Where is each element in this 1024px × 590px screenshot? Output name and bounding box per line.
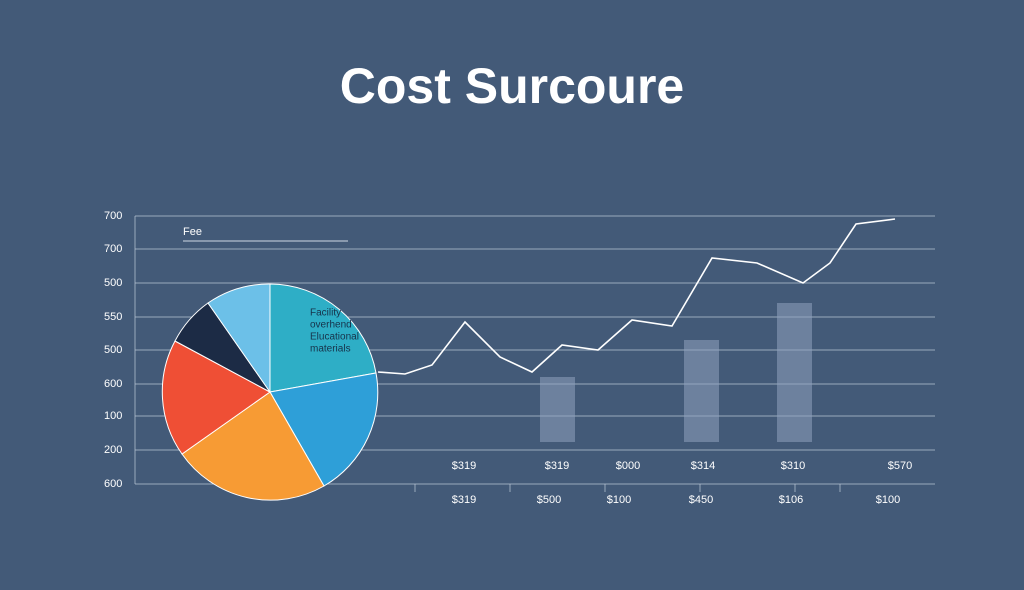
pie-label: Facility xyxy=(310,308,341,319)
x-label: $000 xyxy=(616,460,640,472)
y-label: 500 xyxy=(104,277,122,289)
y-label: 700 xyxy=(104,243,122,255)
pie xyxy=(161,283,379,501)
x-label: $314 xyxy=(691,460,715,472)
pie-slice xyxy=(269,372,379,487)
x-label: $310 xyxy=(781,460,805,472)
bar xyxy=(540,377,575,442)
x-labels: $319 $319 $000 $314 $310 $570 $319 $500 $100 $450… xyxy=(452,460,912,506)
x-label: $500 xyxy=(537,494,561,506)
bar xyxy=(777,303,812,442)
pie-slice xyxy=(161,340,271,455)
y-label: 600 xyxy=(104,378,122,390)
pie-slice xyxy=(181,391,325,501)
pie-slice xyxy=(207,283,271,394)
y-label: 600 xyxy=(104,478,122,490)
line xyxy=(377,218,896,375)
y-label: 700 xyxy=(104,210,122,222)
y-label: 500 xyxy=(104,344,122,356)
x-label: $319 xyxy=(452,460,476,472)
x-label: $100 xyxy=(607,494,631,506)
y-label: 550 xyxy=(104,311,122,323)
pie-label: Elucational xyxy=(310,332,359,343)
x-label: $319 xyxy=(545,460,569,472)
x-label: $450 xyxy=(689,494,713,506)
pie-label: materials xyxy=(310,344,351,355)
bar xyxy=(684,340,719,442)
legend-label: Fee xyxy=(183,226,202,238)
title: Cost Surcoure xyxy=(340,58,685,114)
bars xyxy=(540,303,812,442)
x-label: $106 xyxy=(779,494,803,506)
pie-label: overhend xyxy=(310,320,352,331)
x-label: $100 xyxy=(876,494,900,506)
y-label: 100 xyxy=(104,410,122,422)
x-label: $319 xyxy=(452,494,476,506)
x-label: $570 xyxy=(888,460,912,472)
y-label: 200 xyxy=(104,444,122,456)
pie-slice xyxy=(269,283,377,393)
